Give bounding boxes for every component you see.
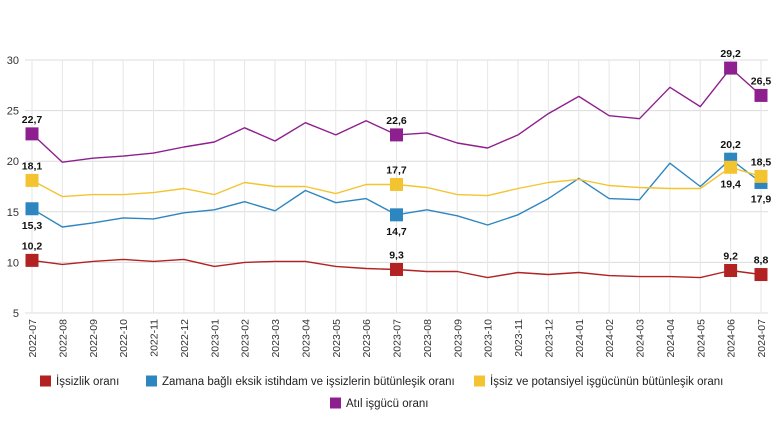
legend-label: İşsiz ve potansiyel işgücünün bütünleşik… (490, 375, 723, 388)
y-tick-label: 10 (7, 257, 19, 269)
y-tick-label: 15 (7, 207, 19, 219)
x-tick-label: 2022-09 (88, 319, 100, 358)
data-label: 18,1 (22, 160, 43, 172)
x-tick-label: 2023-01 (209, 319, 221, 358)
x-tick-label: 2023-06 (361, 319, 373, 358)
series-marker (754, 268, 768, 282)
series-markers (25, 61, 768, 282)
x-tick-label: 2022-10 (118, 319, 130, 358)
x-tick-label: 2023-08 (422, 319, 434, 358)
data-label: 18,5 (751, 156, 772, 168)
data-label: 22,6 (386, 115, 407, 127)
x-tick-label: 2023-11 (513, 319, 525, 357)
series-marker (25, 127, 39, 141)
x-tick-label: 2023-07 (392, 319, 404, 358)
data-label: 17,9 (751, 193, 772, 205)
x-tick-label: 2024-03 (635, 319, 647, 358)
series-marker (724, 263, 738, 277)
legend-swatch (146, 375, 157, 387)
x-tick-label: 2023-03 (270, 319, 282, 358)
series-marker (25, 202, 39, 216)
legend-label: İşsizlik oranı (56, 375, 119, 388)
legend-label: Zamana bağlı eksik istihdam ve işsizleri… (162, 376, 455, 388)
data-label: 8,8 (754, 255, 769, 267)
series-marker (25, 253, 39, 267)
series-marker (390, 128, 403, 142)
data-label: 22,7 (22, 114, 43, 126)
series-marker (390, 208, 403, 222)
legend-label: Atıl işgücü oranı (346, 398, 428, 410)
x-tick-label: 2024-04 (665, 319, 677, 358)
series-marker (25, 173, 39, 187)
data-label: 26,5 (751, 75, 772, 87)
series-marker (724, 61, 738, 75)
x-tick-label: 2024-02 (604, 319, 616, 358)
data-label: 17,7 (386, 164, 407, 176)
legend: İşsizlik oranı Zamana bağlı eksik istihda… (40, 375, 723, 410)
data-label: 29,2 (720, 48, 741, 60)
data-label: 15,3 (22, 220, 43, 232)
x-tick-label: 2024-01 (574, 319, 586, 358)
axes: 5 10 15 20 25 30 2022-07 2022-08 2022-09 2022-10 2… (7, 55, 768, 358)
gridlines (25, 59, 768, 314)
x-tick-label: 2022-07 (27, 319, 39, 358)
data-label: 19,4 (720, 178, 741, 190)
y-tick-label: 5 (13, 308, 19, 320)
x-tick-label: 2022-12 (179, 319, 191, 358)
x-tick-label: 2023-10 (483, 319, 495, 358)
series-marker (754, 88, 768, 102)
y-tick-label: 20 (7, 156, 19, 168)
x-tick-label: 2023-05 (331, 319, 343, 358)
series-marker (724, 160, 738, 174)
data-label: 10,2 (22, 240, 43, 252)
legend-swatch (40, 375, 51, 387)
data-label: 14,7 (386, 226, 407, 238)
x-tick-label: 2023-09 (452, 319, 464, 358)
legend-swatch (474, 375, 485, 387)
series-marker (390, 262, 403, 276)
data-labels: 10,2 9,3 9,2 8,8 15,3 14,7 20,2 17,9 18,1 17,7 19,… (22, 48, 772, 266)
data-label: 9,2 (723, 250, 738, 262)
x-tick-label: 2024-07 (756, 319, 768, 358)
data-label: 9,3 (389, 249, 404, 261)
series-marker (754, 169, 768, 183)
y-tick-label: 25 (7, 106, 19, 118)
legend-swatch (330, 397, 341, 409)
x-tick-label: 2023-04 (300, 319, 312, 358)
data-label: 20,2 (720, 139, 741, 151)
x-tick-label: 2022-11 (149, 319, 161, 357)
x-tick-label: 2023-12 (543, 319, 555, 358)
x-tick-label: 2024-06 (726, 319, 738, 358)
x-tick-label: 2024-05 (695, 319, 707, 358)
series-marker (390, 177, 403, 191)
x-tick-label: 2023-02 (240, 319, 252, 358)
x-tick-label: 2022-08 (57, 319, 69, 358)
y-tick-label: 30 (7, 55, 19, 67)
